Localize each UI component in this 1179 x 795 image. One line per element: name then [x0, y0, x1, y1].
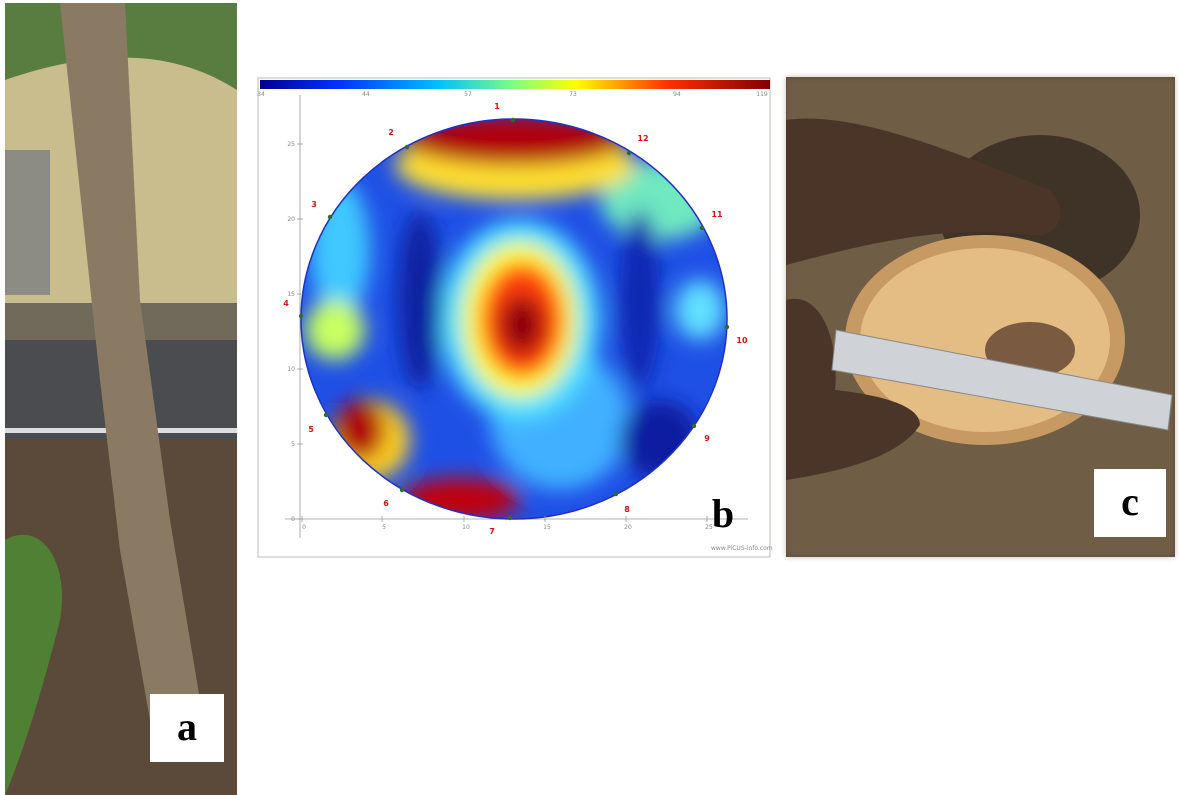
sensor-label: 3: [311, 200, 317, 209]
sensor-label: 2: [388, 128, 394, 137]
sensor-label: 6: [383, 499, 389, 508]
y-tick-label: 10: [287, 366, 295, 373]
colorbar-tick-label: 44: [362, 91, 370, 98]
panel-label: c: [1121, 479, 1139, 524]
sensor: [614, 492, 618, 496]
colorbar-tick-label: 119: [756, 91, 768, 98]
sensor: [725, 325, 729, 329]
x-tick-label: 0: [302, 524, 306, 531]
sensor-label: 7: [489, 527, 495, 536]
sensor: [692, 424, 696, 428]
sensor: [328, 215, 332, 219]
x-tick-label: 15: [543, 524, 551, 531]
colorbar: [260, 80, 770, 89]
x-tick-label: 20: [624, 524, 632, 531]
sensor: [700, 226, 704, 230]
sensor-label: 9: [704, 434, 710, 443]
sensor-label: 12: [637, 134, 648, 143]
x-tick-label: 25: [705, 524, 713, 531]
panel-c: c: [786, 77, 1175, 557]
sensor: [405, 145, 409, 149]
sensor-label: 4: [283, 299, 289, 308]
y-tick-label: 15: [287, 291, 295, 298]
sensor: [400, 488, 404, 492]
gate: [5, 150, 50, 295]
sensor-label: 1: [494, 102, 500, 111]
y-tick-label: 0: [291, 516, 295, 523]
sensor: [324, 413, 328, 417]
sensor-label: 10: [736, 336, 748, 345]
sensor: [627, 151, 631, 155]
y-tick-label: 25: [287, 141, 295, 148]
colorbar-tick-label: 57: [464, 91, 472, 98]
sensor: [508, 516, 512, 520]
x-tick-label: 10: [462, 524, 470, 531]
panel-label: b: [712, 491, 734, 536]
sensor-label: 11: [711, 210, 723, 219]
panel-a: a: [5, 3, 237, 795]
x-tick-label: 5: [382, 524, 386, 531]
sensor-label: 5: [308, 425, 314, 434]
colorbar-tick-label: 73: [569, 91, 577, 98]
sensor-label: 8: [624, 505, 630, 514]
sensor: [511, 118, 515, 122]
sensor: [299, 314, 303, 318]
y-tick-label: 5: [291, 441, 295, 448]
colorbar-tick-label: 34: [257, 91, 265, 98]
figure: a: [0, 0, 1179, 795]
y-tick-label: 20: [287, 216, 295, 223]
panel-label: a: [177, 704, 197, 749]
watermark: www.PiCUS-info.com: [711, 545, 773, 552]
colorbar-tick-label: 94: [673, 91, 681, 98]
